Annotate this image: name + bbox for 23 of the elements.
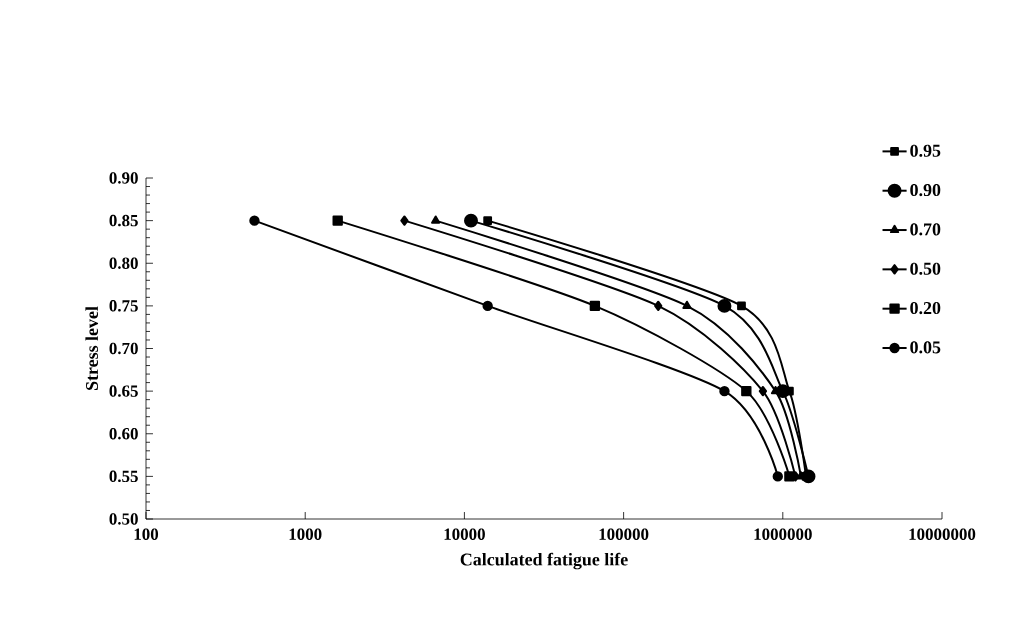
y-axis-title: Stress level	[85, 306, 99, 390]
y-tick-label: 0.80	[109, 257, 138, 269]
y-tick-label: 0.85	[109, 214, 138, 227]
x-axis-title: Calculated fatigue life	[460, 552, 628, 570]
legend-label: 0.70	[910, 223, 941, 236]
x-tick-label: 100	[134, 528, 159, 540]
legend-label: 0.50	[910, 262, 941, 275]
x-tick-label: 10000000	[909, 528, 976, 540]
y-tick-label: 0.55	[109, 470, 138, 483]
legend-label: 0.95	[910, 144, 941, 157]
y-tick-label: 0.60	[109, 428, 138, 440]
legend-label: 0.90	[910, 184, 941, 197]
y-tick-label: 0.75	[109, 300, 138, 312]
y-tick-label: 0.50	[109, 513, 138, 525]
legend-label: 0.05	[910, 341, 941, 354]
y-tick-label: 0.90	[109, 172, 138, 184]
x-tick-label: 10000	[444, 528, 485, 540]
x-tick-label: 1000000	[754, 528, 812, 540]
y-tick-label: 0.70	[109, 342, 138, 355]
x-tick-label: 100000	[599, 528, 649, 540]
x-tick-label: 1000	[289, 528, 322, 540]
legend-label: 0.20	[910, 301, 941, 315]
y-tick-label: 0.65	[109, 385, 138, 397]
